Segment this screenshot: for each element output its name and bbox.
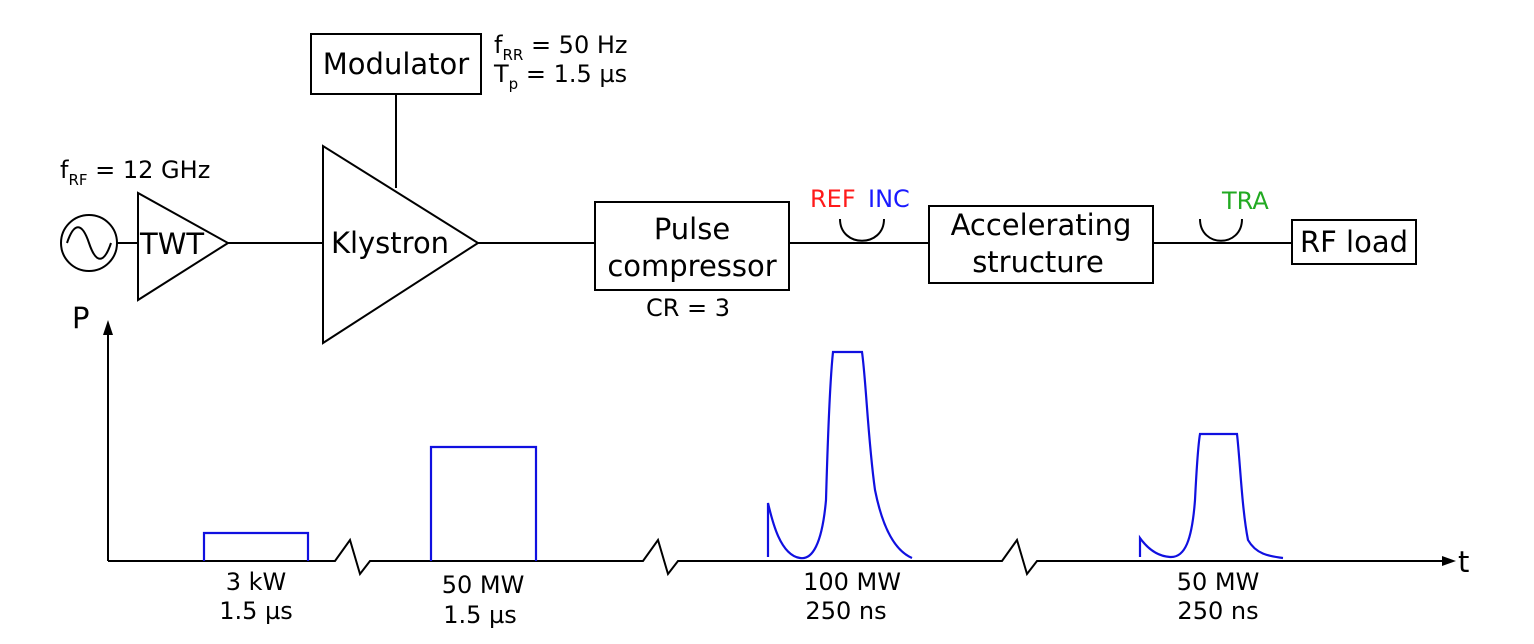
twt-amplifier: [137, 191, 230, 302]
structure-line2: structure: [972, 245, 1104, 279]
ref-label: REF: [810, 185, 856, 213]
x-axis-label: t: [1458, 545, 1469, 579]
twt-label: TWT: [139, 227, 204, 261]
rf-load-box: [1291, 219, 1417, 265]
pulse4-length-label: 250 ns: [1177, 597, 1258, 625]
klystron-label: Klystron: [331, 226, 449, 260]
modulator-box: [310, 33, 482, 95]
pulse4-power-label: 50 MW: [1177, 568, 1260, 596]
x-axis: [108, 537, 1456, 577]
pulse1-length-label: 1.5 µs: [219, 597, 293, 625]
pulse2-length-label: 1.5 µs: [443, 601, 517, 629]
modulator-pulse-length: Tp = 1.5 µs: [493, 60, 627, 93]
pulse-50mw-transmitted: [1138, 432, 1284, 560]
pulse-3kw: [202, 531, 310, 561]
inc-label: INC: [868, 185, 910, 213]
tra-label: TRA: [1221, 187, 1269, 215]
rf-load-label: RF load: [1300, 225, 1408, 259]
pulse-compressor-line1: Pulse: [654, 212, 730, 246]
pulse2-power-label: 50 MW: [442, 571, 525, 599]
pulse-50mw-klystron: [429, 445, 538, 561]
klystron-amplifier: [322, 144, 480, 345]
compression-ratio-label: CR = 3: [646, 294, 730, 322]
pulse-compressor-line2: compressor: [607, 249, 776, 283]
structure-line1: Accelerating: [951, 208, 1132, 242]
pulse3-power-label: 100 MW: [803, 568, 901, 596]
pulse-compressor-box: [594, 201, 790, 291]
coupler-ref-inc: [839, 218, 885, 242]
sine-wave-source-icon: [60, 214, 118, 272]
source-frequency-label: fRF = 12 GHz: [60, 156, 210, 189]
pulse1-power-label: 3 kW: [226, 568, 287, 596]
modulator-rep-rate: fRR = 50 Hz: [494, 31, 628, 64]
pulse-100mw-compressed: [766, 350, 913, 560]
y-axis: [103, 320, 113, 561]
accelerating-structure-box: [928, 205, 1154, 284]
pulse3-length-label: 250 ns: [805, 597, 886, 625]
y-axis-label: P: [72, 301, 90, 335]
coupler-tra: [1199, 218, 1243, 242]
modulator-label: Modulator: [323, 47, 469, 81]
